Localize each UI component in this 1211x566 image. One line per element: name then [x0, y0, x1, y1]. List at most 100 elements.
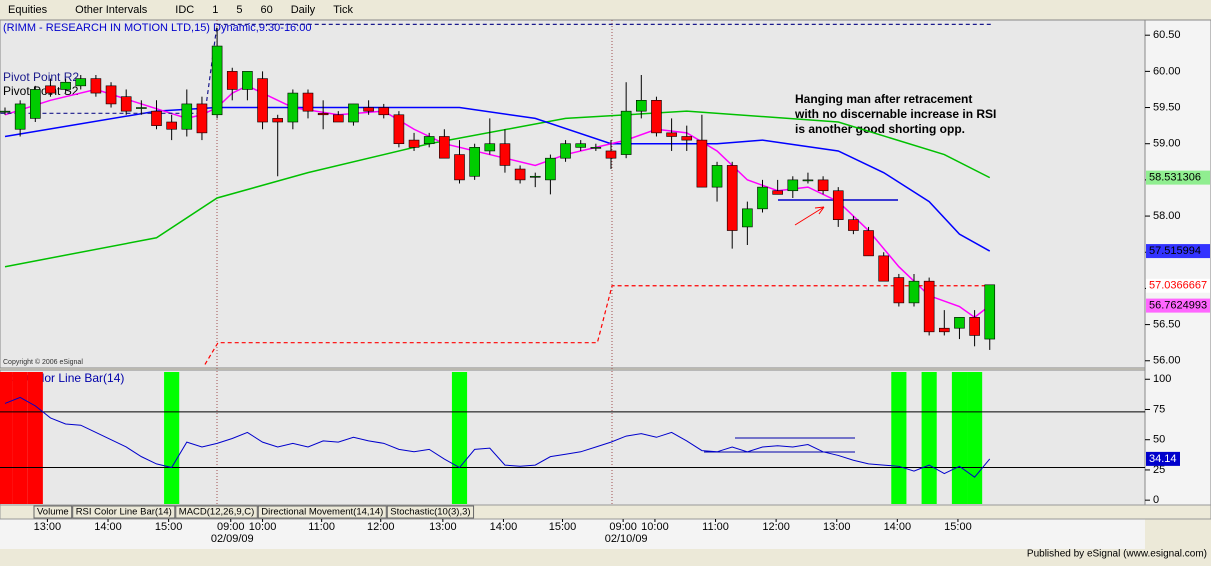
candle-body: [938, 327, 950, 333]
candle-body: [863, 230, 874, 257]
date-label: 02/09/09: [211, 533, 254, 545]
candle-body: [848, 219, 859, 231]
candle-body: [105, 85, 117, 105]
tab[interactable]: Stochastic(10(3),3): [390, 507, 470, 518]
tab-border: [175, 505, 258, 519]
candle-body: [590, 147, 602, 149]
rsi-line: [4, 396, 991, 478]
toolbar-item[interactable]: Other Intervals: [75, 4, 148, 16]
y-tick-label: 59.50: [1153, 101, 1181, 113]
y-tick-label: 56.50: [1153, 318, 1181, 330]
candle-body: [499, 143, 511, 166]
candle-body: [151, 110, 162, 126]
rsi-band: [951, 372, 968, 504]
candle-body: [211, 45, 223, 116]
overlay-line: [4, 110, 991, 268]
overlay-line: [204, 285, 993, 365]
candle-body: [545, 157, 556, 181]
toolbar-item[interactable]: 5: [236, 4, 242, 16]
candle-body: [196, 103, 208, 134]
candle-body: [332, 114, 344, 123]
last-value-label: 57.0366667: [1149, 280, 1207, 292]
toolbar: [0, 0, 1211, 20]
toolbar-item[interactable]: Daily: [291, 4, 316, 16]
x-tick-label: 14:00: [490, 521, 518, 533]
candle-body: [681, 136, 693, 141]
tab[interactable]: Volume: [37, 507, 69, 518]
candle-body: [166, 121, 177, 130]
candle-body: [817, 179, 829, 192]
annotation: is another good shorting opp.: [795, 122, 965, 136]
candle-body: [666, 132, 677, 137]
x-tick-label: 13:00: [429, 521, 457, 533]
x-tick-label: 13:00: [34, 521, 62, 533]
x-tick-label: 12:00: [762, 521, 790, 533]
tab-border: [72, 505, 176, 519]
y-tick-label: 100: [1153, 373, 1171, 385]
candle-body: [408, 139, 420, 148]
y-tick-label: 0: [1153, 494, 1159, 506]
date-label: 02/10/09: [605, 533, 648, 545]
candle-body: [226, 71, 238, 90]
candle-body: [0, 110, 11, 113]
last-value-box: [1146, 244, 1210, 259]
candle-body: [317, 113, 329, 116]
rsi-band: [12, 372, 28, 504]
candle-body: [711, 165, 723, 188]
candle-body: [802, 179, 814, 182]
chart-title: (RIMM - RESEARCH IN MOTION LTD,15) Dynam…: [3, 22, 311, 34]
toolbar-item[interactable]: 60: [260, 4, 272, 16]
x-tick-label: 15:00: [944, 521, 972, 533]
candle-body: [954, 317, 965, 329]
tab[interactable]: RSI Color Line Bar(14): [76, 507, 172, 518]
candle-body: [893, 277, 905, 304]
candle-body: [14, 103, 26, 130]
tab[interactable]: Directional Movement(14,14): [261, 507, 383, 518]
candle-body: [242, 71, 253, 90]
candle-body: [136, 107, 147, 109]
last-value-box: [1146, 298, 1210, 313]
tab-border: [33, 505, 73, 519]
x-tick-label: 10:00: [249, 521, 277, 533]
arrow-head: [814, 206, 825, 215]
y-tick-label: 59.00: [1153, 138, 1181, 150]
rsi-band: [921, 372, 937, 504]
tab-border: [257, 505, 387, 519]
toolbar-item[interactable]: 1: [212, 4, 218, 16]
candle-body: [832, 190, 844, 220]
x-tick-label: 13:00: [823, 521, 851, 533]
rsi-band: [967, 372, 983, 504]
candle-body: [454, 154, 465, 181]
candle-body: [181, 103, 193, 130]
x-tick-label: 09:00: [217, 521, 245, 533]
toolbar-item[interactable]: IDC: [175, 4, 194, 16]
rsi-band: [164, 372, 180, 504]
y-tick-label: 60.50: [1153, 29, 1181, 41]
overlay-line: [4, 106, 991, 252]
candle-body: [393, 114, 405, 145]
overlay-line: [0, 23, 993, 114]
candle-body: [772, 190, 783, 195]
candle-body: [423, 136, 435, 145]
toolbar-item[interactable]: Tick: [333, 4, 353, 16]
x-tick-label: 15:00: [155, 521, 183, 533]
toolbar-item[interactable]: Equities: [8, 4, 48, 16]
time-axis: [0, 519, 1145, 549]
tab[interactable]: MACD(12,26,9,C): [179, 507, 255, 518]
candle-body: [651, 100, 662, 134]
x-tick-label: 11:00: [702, 521, 729, 533]
last-value-box: [1146, 170, 1210, 185]
rsi-last-box: [1146, 451, 1180, 466]
candle-body: [484, 143, 496, 152]
candle-body: [726, 165, 738, 231]
candle-body: [302, 92, 314, 112]
candle-body: [514, 168, 526, 181]
candle-body: [575, 143, 587, 148]
candle-body: [469, 147, 480, 177]
x-tick-label: 14:00: [884, 521, 912, 533]
candle-body: [29, 89, 41, 119]
x-tick-label: 15:00: [549, 521, 577, 533]
x-tick-label: 09:00: [609, 521, 637, 533]
